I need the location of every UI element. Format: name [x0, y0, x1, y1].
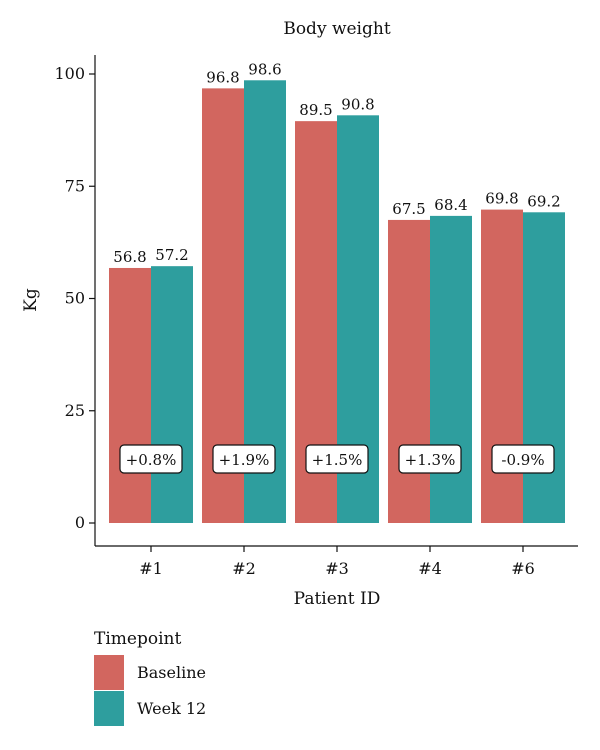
bar-value-label: 98.6 [248, 60, 281, 78]
legend-title: Timepoint [94, 629, 181, 649]
bar-value-label: 96.8 [206, 68, 239, 86]
x-axis-ticks: #1 #2 #3 #4 #6 [139, 546, 535, 578]
change-labels: +0.8% +1.9% +1.5% +1.3% -0.9% [119, 444, 555, 474]
bar-baseline [109, 267, 151, 523]
legend-swatch-baseline [94, 655, 124, 690]
bar-value-label: 57.2 [155, 246, 188, 264]
change-label: +1.9% [212, 444, 276, 474]
bar-value-label: 90.8 [341, 95, 374, 113]
chart-title: Body weight [283, 19, 390, 39]
bar-value-label: 69.2 [527, 192, 560, 210]
change-label: +0.8% [119, 444, 183, 474]
bar-baseline [388, 219, 430, 524]
bar-value-label: 68.4 [434, 196, 467, 214]
y-axis-title: Kg [21, 288, 41, 312]
change-label: -0.9% [491, 444, 555, 474]
svg-text:-0.9%: -0.9% [501, 451, 544, 469]
svg-text:+0.8%: +0.8% [126, 451, 177, 469]
bar-value-label: 67.5 [392, 200, 425, 218]
x-tick-label: #2 [232, 559, 256, 578]
bar-week-12 [151, 266, 193, 523]
bar-value-labels: 56.8 96.8 89.5 67.5 69.8 57.2 98.6 90.8 68.4 69.2 [113, 60, 560, 266]
svg-text:+1.3%: +1.3% [405, 451, 456, 469]
y-axis-ticks: 0 25 50 75 100 [54, 64, 95, 532]
legend-swatch-week-12 [94, 691, 124, 726]
bar-value-label: 69.8 [485, 190, 518, 208]
bar-week-12 [430, 215, 472, 523]
change-label: +1.3% [398, 444, 462, 474]
y-tick-label: 0 [75, 513, 85, 532]
y-tick-label: 25 [65, 401, 85, 420]
legend: Timepoint Baseline Week 12 [94, 629, 206, 726]
x-tick-label: #4 [418, 559, 442, 578]
bar-value-label: 56.8 [113, 248, 146, 266]
x-tick-label: #3 [325, 559, 349, 578]
legend-label-baseline: Baseline [137, 663, 206, 682]
x-axis-title: Patient ID [294, 589, 381, 609]
bar-baseline [481, 209, 523, 523]
x-tick-label: #1 [139, 559, 163, 578]
bar-week-12 [523, 212, 565, 524]
y-tick-label: 50 [65, 289, 85, 308]
bar-value-label: 89.5 [299, 101, 332, 119]
svg-text:+1.9%: +1.9% [219, 451, 270, 469]
y-tick-label: 100 [54, 64, 85, 83]
change-label: +1.5% [305, 444, 369, 474]
y-tick-label: 75 [65, 176, 85, 195]
svg-text:+1.5%: +1.5% [312, 451, 363, 469]
legend-label-week-12: Week 12 [137, 699, 206, 718]
x-tick-label: #6 [511, 559, 535, 578]
